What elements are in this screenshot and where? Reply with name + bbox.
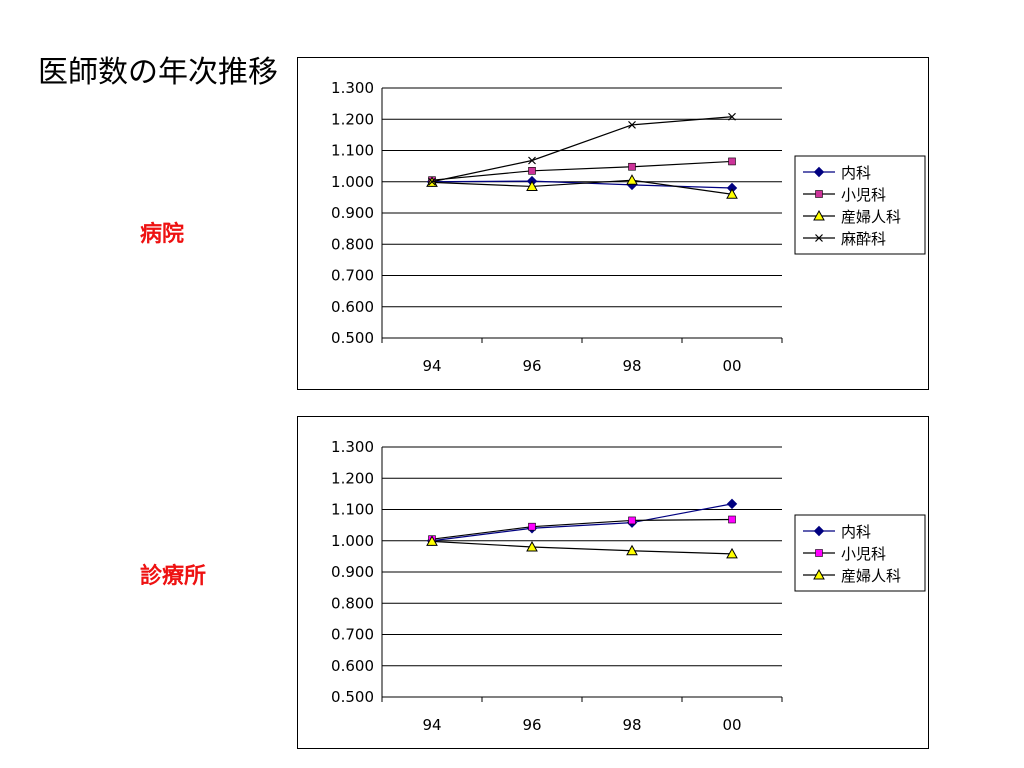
y-tick-label: 0.800 [331, 594, 374, 612]
legend-label: 産婦人科 [841, 208, 901, 226]
legend-marker [813, 166, 825, 178]
y-tick-label: 1.200 [331, 469, 374, 487]
data-point [726, 188, 738, 199]
x-tick-label: 96 [522, 716, 541, 734]
x-tick-label: 94 [422, 716, 441, 734]
y-tick-label: 0.500 [331, 688, 374, 706]
data-point [526, 540, 538, 552]
x-tick-label: 94 [422, 357, 441, 375]
clinic-chart-frame: 1.300 1.200 1.100 1.000 0.900 0.800 0.700 0.600… [297, 416, 929, 749]
y-tick-label: 0.700 [331, 267, 374, 285]
hospital-chart-frame: 1.300 1.200 1.100 1.000 0.900 0.800 0.700 0.600… [297, 57, 929, 390]
legend-label: 小児科 [841, 545, 886, 563]
data-point [626, 544, 638, 556]
data-point [428, 177, 436, 186]
legend-marker [815, 190, 823, 198]
legend-label: 内科 [841, 164, 871, 182]
hospital-line-chart: 1.300 1.200 1.100 1.000 0.900 0.800 0.700 0.600… [331, 79, 926, 375]
x-tick-label: 00 [722, 357, 741, 375]
y-tick-label: 1.100 [331, 142, 374, 160]
data-point [726, 547, 738, 559]
y-tick-label: 0.600 [331, 298, 374, 316]
y-tick-label: 0.600 [331, 657, 374, 675]
data-point [728, 157, 736, 166]
legend-marker [815, 234, 823, 242]
legend-label: 小児科 [841, 186, 886, 204]
series-1 [428, 515, 736, 543]
series-line [431, 116, 733, 183]
page-title: 医師数の年次推移 [38, 55, 278, 90]
series-3 [428, 112, 736, 186]
x-tick-label: 98 [622, 357, 641, 375]
legend-label: 麻酔科 [841, 230, 886, 248]
data-point [628, 120, 636, 129]
legend-label: 内科 [841, 523, 871, 541]
series-1 [428, 157, 736, 184]
legend-marker [813, 568, 825, 580]
y-tick-label: 1.100 [331, 501, 374, 519]
series-line [431, 160, 733, 181]
y-tick-label: 0.900 [331, 563, 374, 581]
data-point [728, 112, 736, 121]
y-tick-label: 1.300 [331, 438, 374, 456]
legend-marker [813, 209, 825, 221]
y-tick-label: 1.000 [331, 173, 374, 191]
y-tick-label: 1.000 [331, 532, 374, 550]
x-tick-label: 00 [722, 716, 741, 734]
series-0 [426, 498, 738, 546]
series-line [431, 503, 733, 542]
series-2 [426, 535, 738, 559]
data-point [628, 162, 636, 171]
y-tick-label: 0.700 [331, 626, 374, 644]
y-tick-label: 0.800 [331, 235, 374, 253]
data-point [528, 522, 536, 531]
series-line [431, 540, 733, 555]
data-point [426, 535, 438, 546]
data-point [626, 174, 638, 185]
clinic-line-chart: 1.300 1.200 1.100 1.000 0.900 0.800 0.700 0.600… [331, 438, 926, 734]
data-point [728, 515, 736, 524]
data-point [726, 498, 738, 510]
data-point [528, 156, 536, 165]
data-point [528, 167, 536, 175]
series-line [431, 518, 733, 540]
legend-marker [813, 525, 825, 537]
section-label-hospital: 病院 [140, 222, 185, 247]
y-tick-label: 0.500 [331, 329, 374, 347]
y-tick-label: 0.900 [331, 204, 374, 222]
y-tick-label: 1.200 [331, 110, 374, 128]
data-point [628, 516, 636, 525]
series-line [431, 179, 733, 195]
legend-marker [815, 549, 823, 557]
x-tick-label: 96 [522, 357, 541, 375]
y-tick-label: 1.300 [331, 79, 374, 97]
x-tick-label: 98 [622, 716, 641, 734]
data-point [526, 180, 538, 191]
section-label-clinic: 診療所 [140, 564, 207, 589]
legend-label: 産婦人科 [841, 567, 901, 585]
